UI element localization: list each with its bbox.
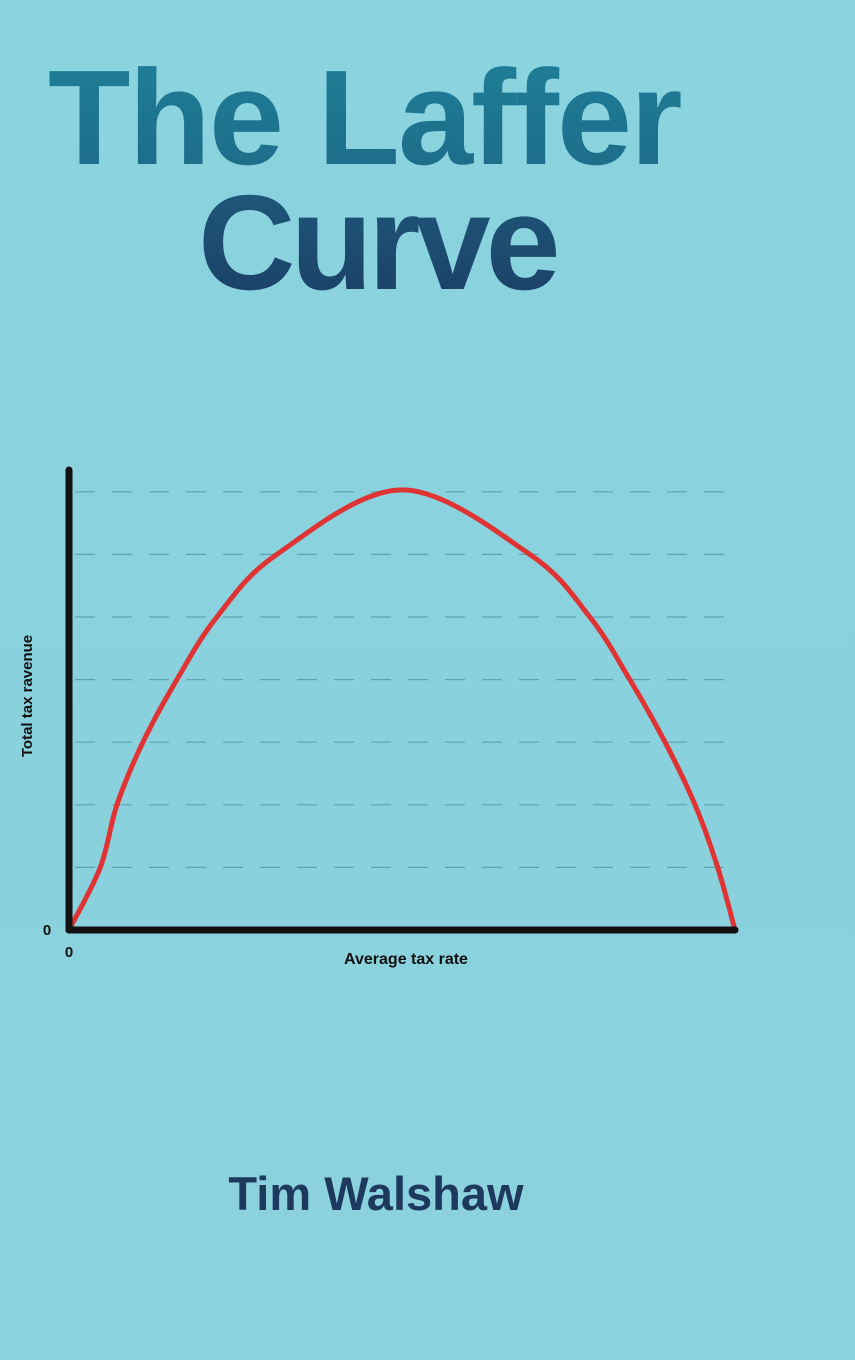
x-origin-label: 0 <box>65 944 73 961</box>
title-line-1: The Laffer <box>48 42 683 193</box>
x-axis-label: Average tax rate <box>344 951 468 968</box>
title-line-2: Curve <box>198 167 561 318</box>
laffer-curve-line <box>66 487 738 933</box>
author-name: Tim Walshaw <box>228 1167 524 1220</box>
y-origin-label: 0 <box>43 922 51 939</box>
y-axis-label: Total tax ravenue <box>19 635 36 757</box>
